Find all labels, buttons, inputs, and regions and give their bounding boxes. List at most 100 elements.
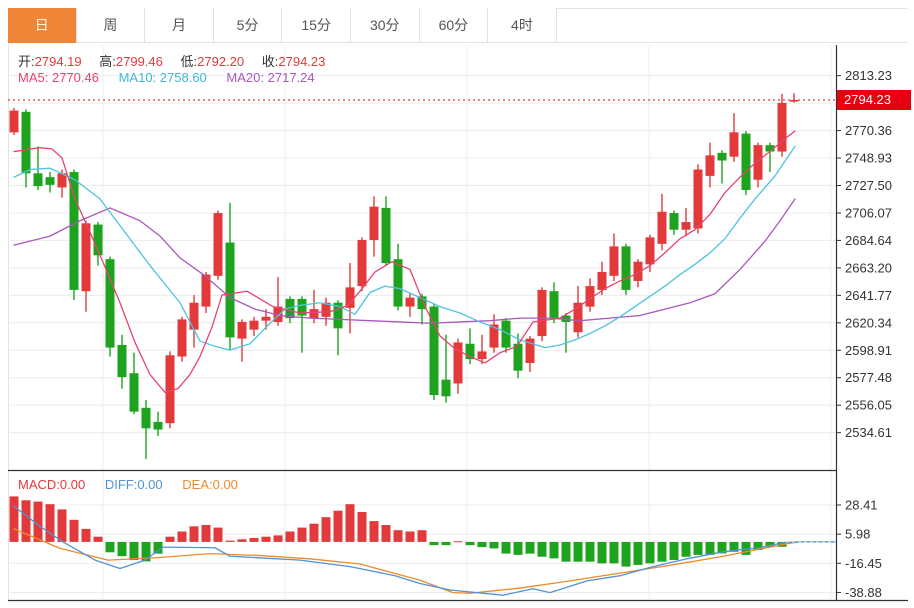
macd-histogram-bar xyxy=(693,541,703,555)
macd-histogram-bar xyxy=(177,531,187,542)
macd-histogram-bar xyxy=(261,536,271,542)
ma10-line xyxy=(13,145,796,351)
candle-body xyxy=(573,302,583,333)
candle-body xyxy=(81,223,91,292)
axis-tick-label: 2620.34 xyxy=(845,315,892,330)
ma5-line xyxy=(13,130,796,394)
candle-body xyxy=(381,207,391,264)
candle-body xyxy=(633,261,643,281)
candle-body xyxy=(93,224,103,256)
candle-body xyxy=(21,111,31,174)
candle-body xyxy=(237,321,247,339)
candle-body xyxy=(45,177,55,185)
low-label: 低: xyxy=(180,54,198,69)
candle-body xyxy=(273,306,283,322)
tab-4hour[interactable]: 4时 xyxy=(488,8,557,42)
ma10-label: MA10: xyxy=(118,70,157,85)
candle-body xyxy=(165,355,175,424)
candle-body xyxy=(369,206,379,240)
macd-histogram-bar xyxy=(141,541,151,562)
candle-body xyxy=(537,289,547,337)
tab-month[interactable]: 月 xyxy=(145,8,214,42)
macd-histogram-bar xyxy=(681,541,691,557)
macd-histogram-bar xyxy=(705,541,715,555)
candle-body xyxy=(405,297,415,307)
diff-label: DIFF: xyxy=(104,477,138,492)
macd-histogram-bar xyxy=(465,541,475,546)
tab-week[interactable]: 周 xyxy=(76,8,146,42)
candle-body xyxy=(333,302,343,329)
candle-body xyxy=(225,242,235,338)
macd-readout: MACD:0.00 DIFF:0.00 DEA:0.00 xyxy=(18,477,238,492)
candle-body xyxy=(789,100,799,102)
tab-60min[interactable]: 60分 xyxy=(419,8,489,42)
candle-body xyxy=(525,338,535,363)
candle-body xyxy=(693,169,703,229)
candle-body xyxy=(777,102,787,152)
macd-histogram-bar xyxy=(597,541,607,564)
macd-histogram-bar xyxy=(249,538,259,542)
candle-body xyxy=(465,343,475,360)
candle-body xyxy=(705,155,715,176)
macd-histogram-bar xyxy=(237,539,247,542)
macd-histogram-bar xyxy=(729,541,739,552)
macd-histogram-bar xyxy=(213,527,223,542)
ohlc-readout: 开:2794.19 高:2799.46 低:2792.20 收:2794.23 xyxy=(18,51,339,70)
axis-tick-label: -38.88 xyxy=(845,585,882,600)
close-label: 收: xyxy=(261,54,279,69)
candle-body xyxy=(69,172,79,290)
macd-histogram-bar xyxy=(585,541,595,562)
candle-body xyxy=(549,291,559,319)
macd-value: 0.00 xyxy=(59,477,86,492)
axis-tick-label: 2577.48 xyxy=(845,370,892,385)
ma20-value: 2717.24 xyxy=(267,70,315,85)
current-price-badge: 2794.23 xyxy=(837,90,911,110)
macd-histogram-bar xyxy=(429,541,439,546)
axis-tick-label: 2641.77 xyxy=(845,288,892,303)
macd-histogram-bar xyxy=(57,509,67,542)
axis-tick-label: 2684.64 xyxy=(845,233,892,248)
candle-body xyxy=(117,345,127,378)
tab-15min[interactable]: 15分 xyxy=(282,8,351,42)
macd-histogram-bar xyxy=(357,512,367,542)
macd-histogram-bar xyxy=(189,526,199,542)
macd-histogram-bar xyxy=(69,519,79,542)
axis-tick-label: 2598.91 xyxy=(845,343,892,358)
tab-30min[interactable]: 30分 xyxy=(350,8,420,42)
tab-day[interactable]: 日 xyxy=(8,8,77,43)
macd-histogram-bar xyxy=(381,525,391,542)
macd-histogram-bar xyxy=(489,541,499,549)
diff-value: 0.00 xyxy=(137,477,163,492)
candle-body xyxy=(501,320,511,348)
candle-body xyxy=(249,320,259,330)
candle-body xyxy=(105,259,115,348)
high-value: 2799.46 xyxy=(115,54,163,69)
candle-body xyxy=(669,213,679,230)
candle-body xyxy=(513,343,523,371)
macd-histogram-bar xyxy=(225,540,235,542)
axis-tick-label: 2727.50 xyxy=(845,178,892,193)
macd-histogram-bar xyxy=(561,541,571,562)
candle-body xyxy=(261,316,271,321)
ma10-value: 2758.60 xyxy=(159,70,207,85)
candle-body xyxy=(441,379,451,397)
candle-body xyxy=(429,306,439,395)
axis-tick-label: 2813.23 xyxy=(845,68,892,83)
macd-histogram-bar xyxy=(273,535,283,542)
macd-histogram-bar xyxy=(285,531,295,542)
macd-histogram-bar xyxy=(441,541,451,546)
candle-body xyxy=(417,296,427,310)
macd-histogram-bar xyxy=(765,541,775,547)
candle-body xyxy=(33,173,43,187)
macd-histogram-bar xyxy=(165,536,175,542)
axis-tick-label: 2748.93 xyxy=(845,151,892,166)
macd-histogram-bar xyxy=(657,541,667,562)
candle-body xyxy=(645,237,655,265)
candle-body xyxy=(489,324,499,348)
period-tabbar: 日 周 月 5分 15分 30分 60分 4时 xyxy=(8,8,557,43)
macd-histogram-bar xyxy=(717,541,727,554)
macd-histogram-bar xyxy=(393,530,403,542)
tab-5min[interactable]: 5分 xyxy=(213,8,283,42)
ma20-label: MA20: xyxy=(226,70,264,85)
